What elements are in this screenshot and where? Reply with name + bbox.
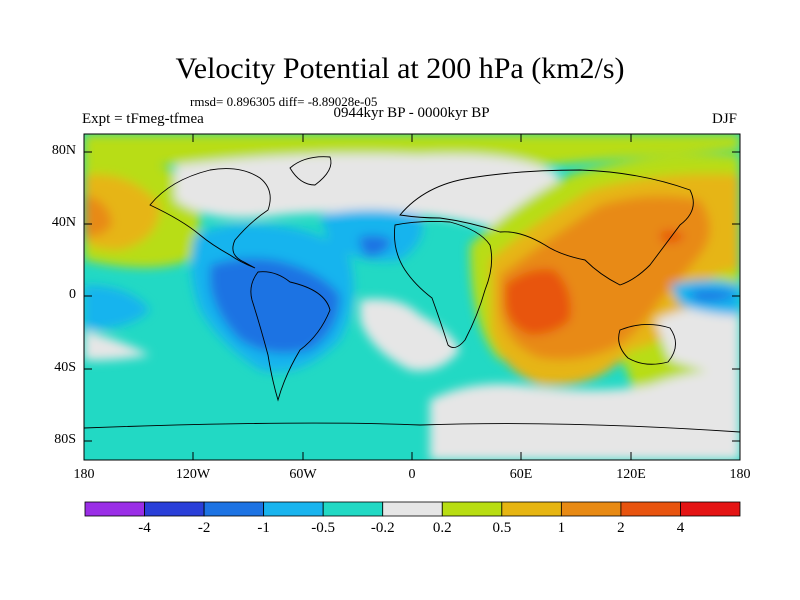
- coast-eurasia: [399, 169, 694, 286]
- coast-africa: [394, 220, 493, 349]
- colorbar-label: 1: [557, 520, 566, 536]
- right-subtitle: DJF: [712, 111, 738, 127]
- colorbar-swatch: [382, 501, 443, 517]
- contour-southern-neutral: [430, 371, 740, 460]
- lon-ticks: [192, 134, 632, 460]
- center-subtitle: 0944kyr BP - 0000kyr BP: [333, 105, 490, 121]
- colorbar-swatch: [560, 501, 622, 517]
- colorbar-swatch: [501, 501, 562, 517]
- lon-label-180e: 180: [729, 467, 751, 482]
- colorbar-label: 0.5: [492, 520, 512, 536]
- colorbar: [84, 501, 741, 517]
- colorbar-swatch: [84, 501, 145, 517]
- colorbar-label: 2: [617, 520, 625, 536]
- left-subtitle: Expt = tFmeg-tfmea: [82, 111, 204, 127]
- lat-label-0: 0: [69, 287, 76, 302]
- contour-north-neutral: [175, 153, 560, 235]
- colorbar-swatch: [144, 501, 205, 517]
- coastlines: [84, 156, 740, 433]
- lat-ticks: [84, 151, 740, 442]
- stats-line: rmsd= 0.896305 diff= -8.89028e-05: [190, 94, 378, 109]
- contour-spacific-neutral: [84, 330, 150, 361]
- lat-label-40s: 40S: [54, 360, 76, 375]
- colorbar-swatch: [441, 501, 503, 517]
- lon-label-0: 0: [408, 467, 416, 482]
- lon-label-180w: 180: [73, 467, 95, 482]
- contour-indian-max: [505, 269, 571, 335]
- colorbar-swatch: [203, 501, 265, 517]
- lat-label-80s: 80S: [54, 432, 76, 447]
- lat-label-80n: 80N: [51, 143, 76, 158]
- lon-label-120e: 120E: [616, 467, 646, 482]
- colorbar-label: 4: [676, 520, 685, 536]
- colorbar-label: 0.2: [432, 520, 452, 536]
- colorbar-swatch: [322, 501, 384, 517]
- colorbar-swatch: [620, 501, 681, 517]
- lon-label-60e: 60E: [509, 467, 533, 482]
- coast-greenland: [289, 156, 332, 186]
- coast-australia: [618, 324, 676, 365]
- contour-america-deep: [210, 258, 340, 354]
- colorbar-label: -1: [257, 520, 270, 536]
- contour-satlantic-neutral: [360, 299, 460, 371]
- contour-wpacific-deep: [690, 290, 738, 302]
- coast-south-america: [250, 271, 331, 402]
- contour-fill: [84, 134, 740, 460]
- coast-antarctica: [84, 422, 740, 433]
- contour-swpacific-neutral: [655, 304, 740, 380]
- figure-title: Velocity Potential at 200 hPa (km2/s): [175, 52, 625, 85]
- contour-natlantic-deep: [358, 235, 392, 257]
- lon-label-60w: 60W: [289, 467, 317, 482]
- colorbar-swatch: [680, 501, 741, 517]
- lat-label-40n: 40N: [51, 215, 76, 230]
- contour-npacific-orange: [84, 195, 112, 237]
- colorbar-label: -0.2: [370, 520, 395, 536]
- colorbar-swatch: [263, 501, 324, 517]
- lon-label-120w: 120W: [175, 467, 211, 482]
- contour-japan-max: [660, 230, 685, 243]
- contour-cpacific-light: [84, 285, 150, 330]
- colorbar-label: -0.5: [311, 520, 336, 536]
- coast-north-america: [149, 168, 271, 269]
- colorbar-label: -2: [197, 520, 211, 536]
- colorbar-label: -4: [138, 520, 151, 536]
